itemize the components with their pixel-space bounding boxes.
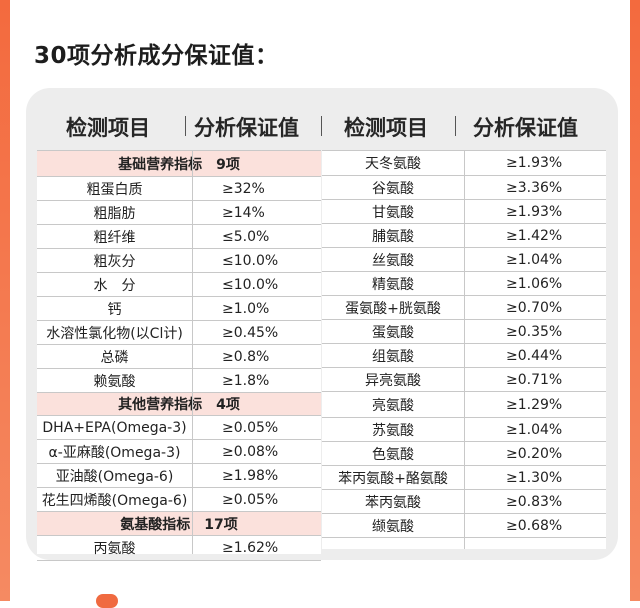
left-edge-decoration xyxy=(0,0,10,601)
header-separator xyxy=(321,116,322,136)
table-row: 粗脂肪 ≥14% xyxy=(37,201,321,225)
col2-value-header: 分析保证值 xyxy=(473,116,578,140)
table-row: α-亚麻酸(Omega-3) ≥0.08% xyxy=(37,440,321,464)
item-value: ≥1.93% xyxy=(506,203,563,220)
column-divider xyxy=(464,151,465,549)
item-value: ≥0.08% xyxy=(222,443,279,460)
item-value: ≥0.05% xyxy=(222,419,279,436)
left-table: 基础营养指标 9项粗蛋白质 ≥32% 粗脂肪 ≥14% 粗纤维 ≤5.0% 粗灰分 ≤10.0%… xyxy=(37,150,321,561)
item-name: 水溶性氯化物(以Cl计) xyxy=(46,325,183,342)
bottom-decoration xyxy=(96,594,118,608)
item-name: 缬氨酸 xyxy=(372,518,414,535)
col1-item-header: 检测项目 xyxy=(66,116,150,140)
item-name: 丙氨酸 xyxy=(93,541,136,557)
item-value: ≥0.8% xyxy=(222,348,270,365)
item-value: ≥1.0% xyxy=(222,300,270,317)
section-count: 17项 xyxy=(204,516,238,533)
item-value: ≥32% xyxy=(222,180,265,197)
section-name: 基础营养指标 xyxy=(118,156,203,173)
item-name: 蛋氨酸+胱氨酸 xyxy=(345,300,441,317)
item-name: 苏氨酸 xyxy=(372,422,414,439)
item-name: 甘氨酸 xyxy=(372,204,414,221)
item-value: ≥0.70% xyxy=(506,299,563,316)
item-name: 天冬氨酸 xyxy=(365,156,421,172)
item-value: ≥1.93% xyxy=(506,155,563,171)
right-edge-decoration xyxy=(630,0,640,601)
item-value: ≥1.06% xyxy=(506,275,563,292)
item-name: 脯氨酸 xyxy=(372,228,414,245)
section-count: 4项 xyxy=(216,397,240,413)
table-row: DHA+EPA(Omega-3) ≥0.05% xyxy=(37,416,321,440)
col2-item-header: 检测项目 xyxy=(344,116,428,140)
section-header: 其他营养指标 4项 xyxy=(37,393,321,416)
item-name: 组氨酸 xyxy=(372,348,414,365)
item-value: ≤10.0% xyxy=(222,276,279,293)
item-name: DHA+EPA(Omega-3) xyxy=(42,419,187,436)
table-row: 粗蛋白质 ≥32% xyxy=(37,177,321,201)
item-value: ≥1.98% xyxy=(222,467,279,484)
item-name: 总磷 xyxy=(100,349,129,366)
table-row: 水溶性氯化物(以Cl计) ≥0.45% xyxy=(37,321,321,345)
item-name: 苯丙氨酸 xyxy=(365,494,421,511)
item-value: ≥1.62% xyxy=(222,540,279,556)
item-value: ≥1.04% xyxy=(506,251,563,268)
item-value: ≥3.36% xyxy=(506,179,563,196)
header-separator xyxy=(455,116,456,136)
table-row: 总磷 ≥0.8% xyxy=(37,345,321,369)
table-row: 丙氨酸 ≥1.62% xyxy=(37,536,321,561)
section-name: 其他营养指标 xyxy=(118,397,203,413)
column-divider xyxy=(192,151,193,554)
item-value: ≤5.0% xyxy=(222,228,270,245)
item-name: 赖氨酸 xyxy=(93,373,136,390)
item-value: ≥14% xyxy=(222,204,265,221)
right-table: 天冬氨酸 ≥1.93% 谷氨酸 ≥3.36% 甘氨酸 ≥1.93% 脯氨酸 ≥1.42% 丝氨酸… xyxy=(322,150,606,549)
col1-value-header: 分析保证值 xyxy=(194,116,299,140)
item-name: 丝氨酸 xyxy=(372,252,414,269)
item-name: α-亚麻酸(Omega-3) xyxy=(48,444,181,461)
item-name: 粗灰分 xyxy=(93,253,136,270)
item-name: 花生四烯酸(Omega-6) xyxy=(41,492,188,509)
item-value: ≥1.8% xyxy=(222,372,270,389)
item-name: 钙 xyxy=(107,301,122,318)
section-name: 氨基酸指标 xyxy=(120,516,191,533)
item-value: ≥0.68% xyxy=(506,517,563,534)
item-name: 亚油酸(Omega-6) xyxy=(55,468,174,485)
table-row: 花生四烯酸(Omega-6) ≥0.05% xyxy=(37,488,321,512)
table-row: 钙 ≥1.0% xyxy=(37,297,321,321)
item-name: 精氨酸 xyxy=(372,276,414,293)
item-value: ≤10.0% xyxy=(222,252,279,269)
item-name: 色氨酸 xyxy=(372,446,414,463)
item-value: ≥1.30% xyxy=(506,469,563,486)
section-count: 9项 xyxy=(216,156,240,173)
item-name: 异亮氨酸 xyxy=(365,372,421,389)
item-name: 粗蛋白质 xyxy=(86,181,143,198)
section-header: 基础营养指标 9项 xyxy=(37,151,321,177)
section-header: 氨基酸指标 17项 xyxy=(37,512,321,536)
item-name: 粗脂肪 xyxy=(93,205,136,222)
table-row: 粗灰分 ≤10.0% xyxy=(37,249,321,273)
item-value: ≥0.83% xyxy=(506,493,563,510)
item-value: ≥1.42% xyxy=(506,227,563,244)
item-value: ≥0.05% xyxy=(222,491,279,508)
item-name: 亮氨酸 xyxy=(372,397,414,414)
item-value: ≥0.71% xyxy=(506,371,563,388)
page-title: 30项分析成分保证值： xyxy=(34,43,279,69)
item-name: 粗纤维 xyxy=(93,229,136,246)
item-name: 水 分 xyxy=(93,277,136,294)
table-row: 粗纤维 ≤5.0% xyxy=(37,225,321,249)
table-row: 水 分 ≤10.0% xyxy=(37,273,321,297)
item-name: 蛋氨酸 xyxy=(372,324,414,341)
item-value: ≥1.04% xyxy=(506,421,563,438)
header-separator xyxy=(185,116,186,136)
item-value: ≥0.45% xyxy=(222,324,279,341)
item-value: ≥0.44% xyxy=(506,347,563,364)
item-name: 苯丙氨酸+酪氨酸 xyxy=(338,470,448,487)
table-row: 亚油酸(Omega-6) ≥1.98% xyxy=(37,464,321,488)
table-row: 异亮氨酸 ≥0.71% xyxy=(322,368,606,392)
item-value: ≥0.20% xyxy=(506,445,563,462)
table-row: 赖氨酸 ≥1.8% xyxy=(37,369,321,393)
item-value: ≥0.35% xyxy=(506,323,563,340)
item-name: 谷氨酸 xyxy=(372,180,414,197)
item-value: ≥1.29% xyxy=(506,396,563,413)
